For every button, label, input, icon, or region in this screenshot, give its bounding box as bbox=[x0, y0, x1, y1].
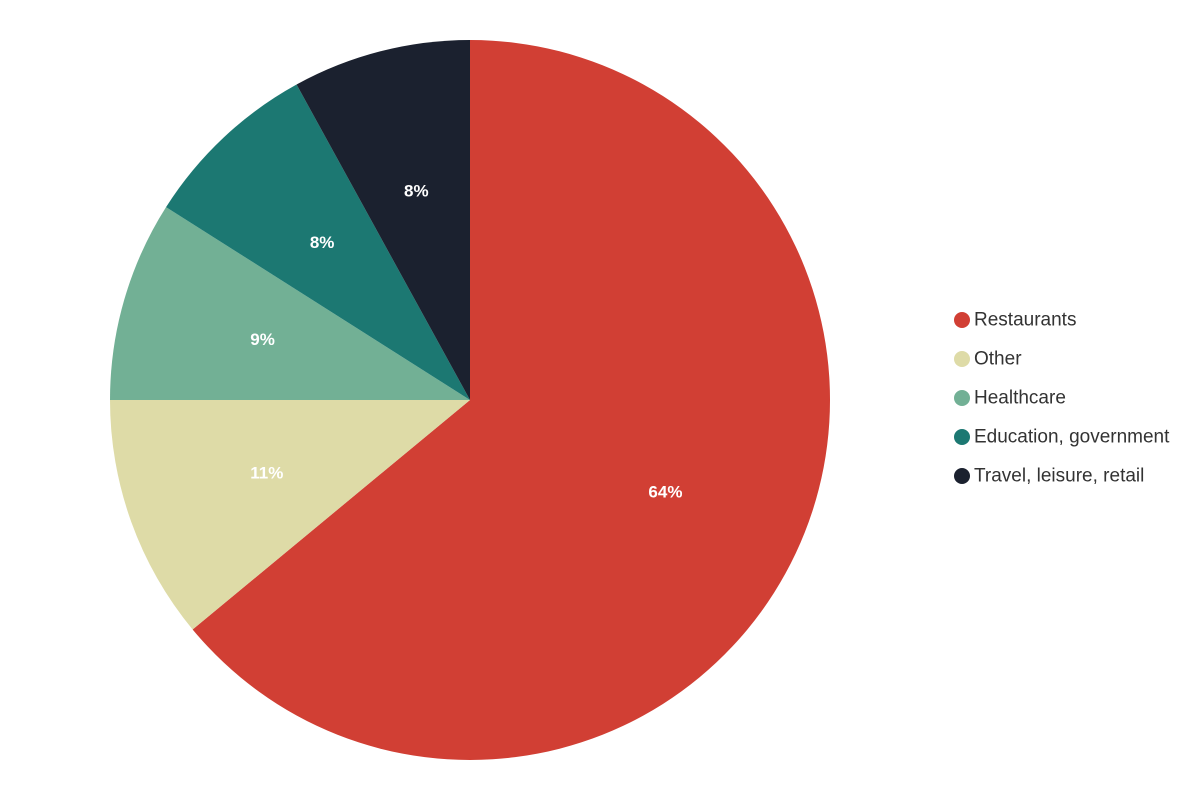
legend-item[interactable]: Healthcare bbox=[954, 388, 1066, 409]
pie-slice-2 bbox=[110, 207, 470, 400]
legend-swatch bbox=[954, 390, 970, 406]
legend-swatch bbox=[954, 351, 970, 367]
legend-swatch bbox=[954, 468, 970, 484]
slice-data-label: 9% bbox=[250, 330, 275, 349]
slice-data-label: 8% bbox=[404, 181, 429, 200]
slice-data-label: 11% bbox=[250, 464, 283, 483]
legend-item[interactable]: Travel, leisure, retail bbox=[954, 466, 1144, 487]
legend-label: Restaurants bbox=[974, 310, 1076, 331]
legend-swatch bbox=[954, 429, 970, 445]
slice-data-label: 8% bbox=[310, 233, 335, 252]
pie-slice-3 bbox=[166, 84, 471, 400]
legend-label: Education, government bbox=[974, 427, 1170, 448]
legend-swatch bbox=[954, 312, 970, 328]
chart-legend: Restaurants Other Healthcare Education, gov… bbox=[954, 310, 1170, 487]
pie-slice-1 bbox=[110, 400, 470, 630]
legend-item[interactable]: Education, government bbox=[954, 427, 1170, 448]
legend-item[interactable]: Restaurants bbox=[954, 310, 1076, 331]
legend-label: Travel, leisure, retail bbox=[974, 466, 1144, 487]
pie-slice-4 bbox=[296, 40, 470, 400]
legend-item[interactable]: Other bbox=[954, 349, 1022, 370]
pie-slice-0 bbox=[192, 40, 831, 760]
slice-data-label: 64% bbox=[648, 482, 682, 501]
legend-label: Healthcare bbox=[974, 388, 1066, 409]
pie-slices bbox=[110, 40, 831, 760]
pie-labels: 64% 11% 9% 8% 8% bbox=[250, 181, 682, 501]
legend-label: Other bbox=[974, 349, 1022, 370]
